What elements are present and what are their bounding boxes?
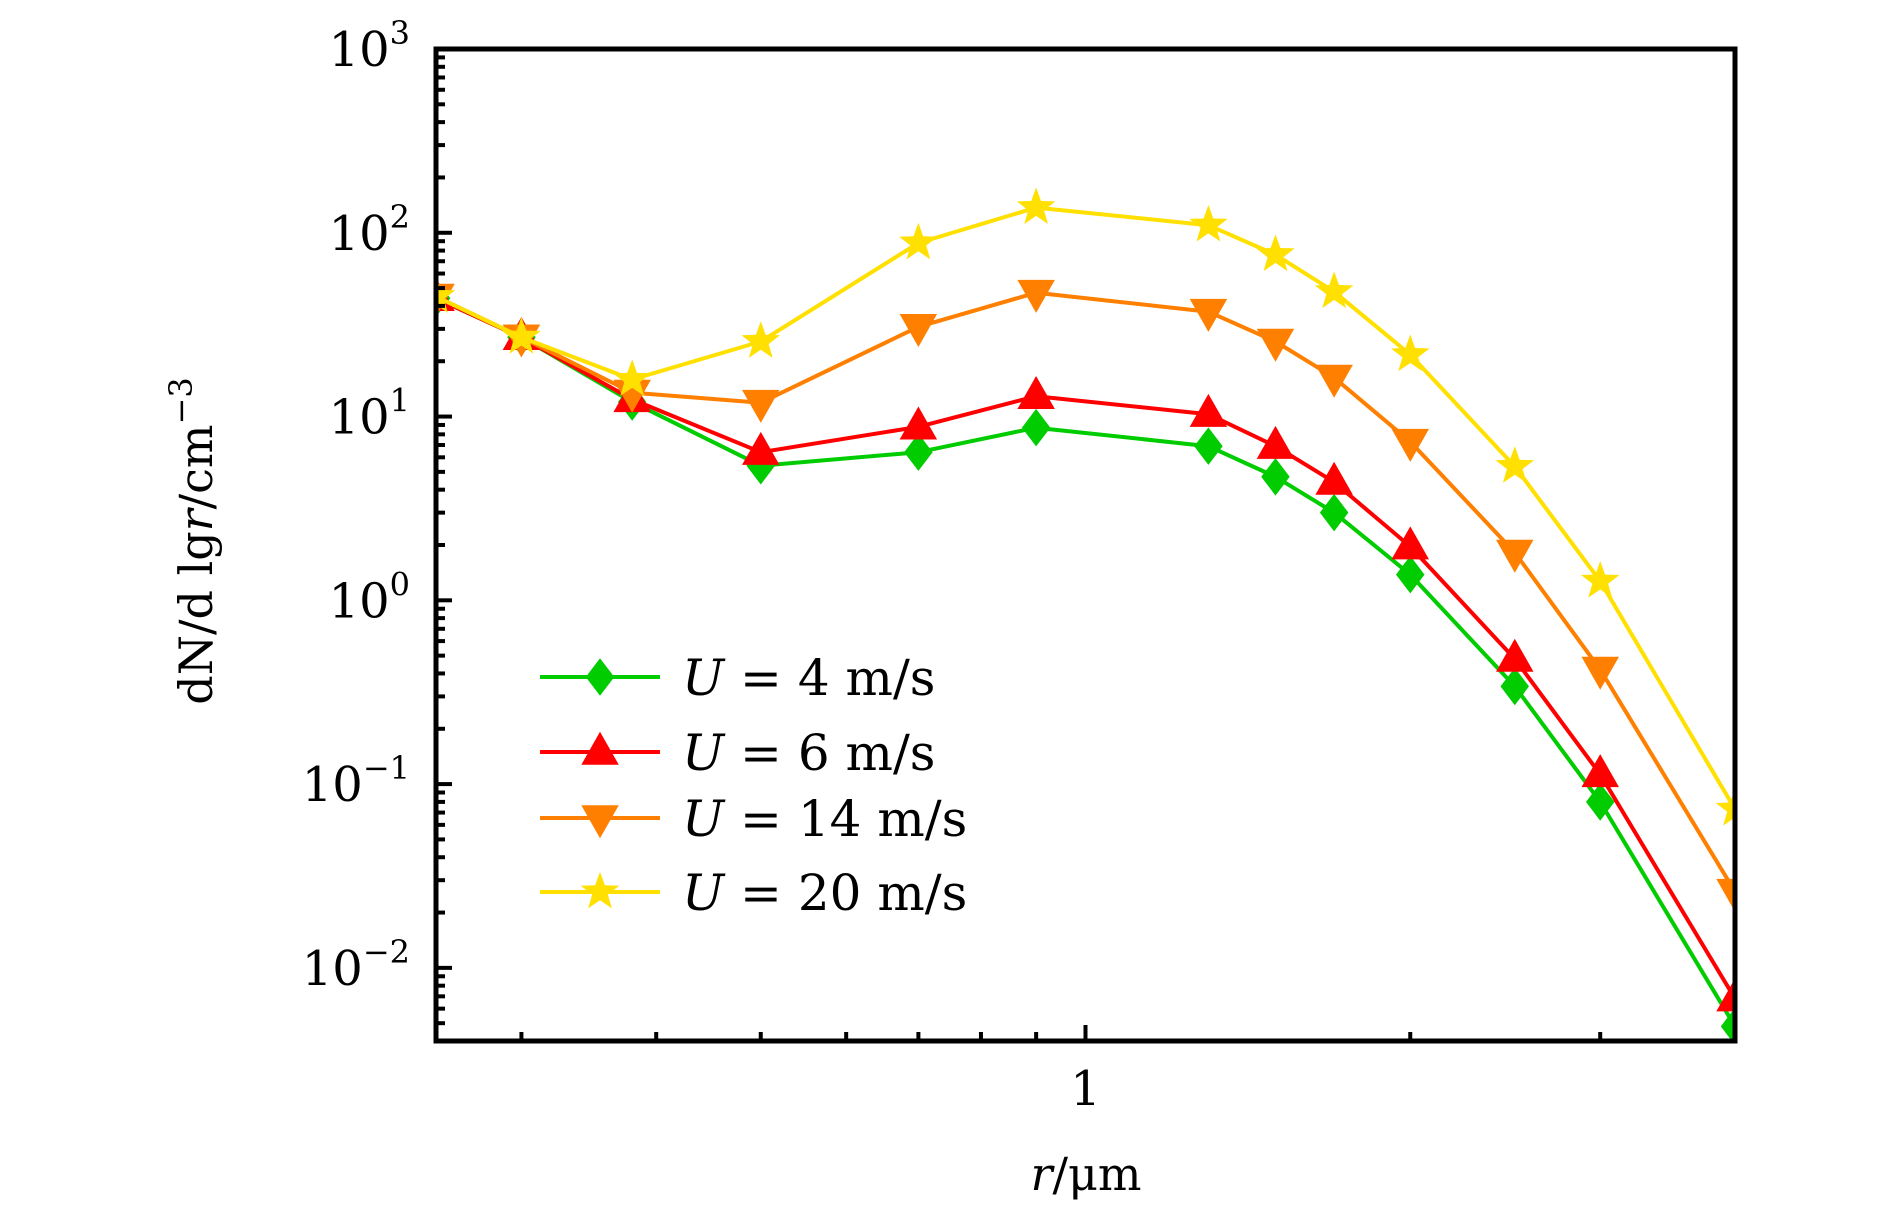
data-point (1256, 234, 1295, 272)
data-point (742, 389, 780, 423)
data-point (1256, 328, 1295, 362)
data-point (1315, 461, 1353, 495)
series-layer (436, 187, 1735, 1041)
data-point (1391, 526, 1429, 560)
legend-item: U = 20 m/s (540, 864, 967, 922)
data-point (1314, 271, 1354, 309)
y-tick-label-base: 10 (302, 941, 363, 997)
data-point (1319, 493, 1349, 532)
y-tick-label-exponent: −1 (363, 749, 410, 787)
legend-label-var: U (682, 649, 726, 707)
y-tick-label: 102 (329, 198, 410, 262)
legend-marker-icon (581, 805, 619, 839)
x-axis-label: r/μm (1030, 1147, 1141, 1201)
data-point (1495, 446, 1535, 483)
data-point (1581, 754, 1619, 788)
data-point (1261, 458, 1290, 496)
y-ticks (436, 47, 452, 1043)
data-point (1500, 667, 1529, 706)
x-tick-label: 1 (1070, 1061, 1101, 1117)
y-tick-label: 10−1 (302, 749, 410, 813)
data-point (1716, 978, 1735, 1012)
data-point (1716, 878, 1735, 912)
data-point (436, 276, 456, 313)
legend-label-rest: = 4 m/s (724, 649, 935, 707)
data-point (612, 359, 652, 396)
y-tick-label-exponent: 2 (390, 198, 410, 236)
data-point (1189, 298, 1228, 332)
data-point (1017, 376, 1055, 409)
data-point (1715, 789, 1735, 826)
y-tick-label: 10−2 (302, 933, 410, 997)
data-point (1586, 783, 1615, 821)
series-2 (436, 278, 1735, 1012)
data-point (1021, 408, 1051, 447)
data-point (741, 321, 780, 358)
y-tick-label-base: 10 (329, 390, 390, 446)
y-tick-label-base: 10 (329, 573, 390, 629)
data-point (742, 431, 780, 465)
legend-marker-icon (585, 658, 615, 696)
data-point (1189, 204, 1228, 242)
y-tick-label: 103 (329, 14, 410, 78)
data-point (904, 433, 933, 471)
data-point (899, 406, 938, 440)
y-axis-label-var: r (169, 506, 223, 531)
legend-label: U = 6 m/s (682, 724, 935, 782)
series-4 (436, 187, 1735, 826)
data-point (1016, 187, 1056, 224)
y-axis-label-exp: −3 (162, 377, 200, 424)
legend-item: U = 6 m/s (540, 724, 935, 782)
y-axis-label-unit: /cm (169, 424, 223, 509)
y-tick-label: 100 (329, 565, 410, 629)
axes (433, 46, 1738, 1044)
legend-label-var: U (682, 724, 726, 782)
legend-label-rest: = 14 m/s (724, 790, 967, 848)
data-point (1189, 393, 1228, 427)
x-axis-label-unit: /μm (1052, 1147, 1141, 1201)
data-point (1194, 427, 1223, 465)
legend-label-var: U (682, 864, 726, 922)
legend-label-rest: = 6 m/s (724, 724, 935, 782)
data-point (1315, 364, 1353, 398)
data-point (1720, 1007, 1735, 1041)
legend-marker-icon (581, 731, 619, 765)
y-tick-label-exponent: 0 (390, 565, 410, 603)
legend-marker-icon (580, 871, 620, 909)
data-point (1391, 334, 1430, 372)
legend-label-rest: = 20 m/s (724, 864, 967, 922)
y-axis-label: dN/d lgr/cm−3 (162, 377, 223, 704)
x-axis-label-var: r (1030, 1147, 1055, 1201)
legend-item: U = 4 m/s (540, 649, 935, 707)
y-tick-label: 101 (329, 382, 410, 446)
y-tick-label-exponent: −2 (363, 933, 410, 971)
x-ticks (519, 1025, 1603, 1041)
data-point (899, 222, 938, 260)
data-point (502, 317, 541, 354)
legend-label: U = 4 m/s (682, 649, 935, 707)
legend-label: U = 14 m/s (682, 790, 967, 848)
data-point (1391, 428, 1429, 462)
legend-label-var: U (682, 790, 726, 848)
legend: U = 4 m/sU = 6 m/sU = 14 m/sU = 20 m/s (540, 649, 967, 922)
data-point (1496, 539, 1534, 573)
y-tick-label-base: 10 (329, 22, 390, 78)
legend-label: U = 20 m/s (682, 864, 967, 922)
data-point (1017, 279, 1055, 313)
data-point (1581, 656, 1619, 690)
y-tick-label-exponent: 3 (390, 14, 410, 52)
data-point (899, 314, 938, 347)
y-axis-label-main: dN/d lg (169, 531, 223, 704)
data-point (1396, 555, 1425, 594)
y-tick-label-exponent: 1 (390, 382, 410, 420)
data-point (1496, 638, 1534, 672)
data-point (1256, 425, 1295, 459)
data-point (1581, 561, 1620, 598)
y-tick-label-base: 10 (302, 757, 363, 813)
y-tick-label-base: 10 (329, 206, 390, 262)
legend-item: U = 14 m/s (540, 790, 967, 848)
